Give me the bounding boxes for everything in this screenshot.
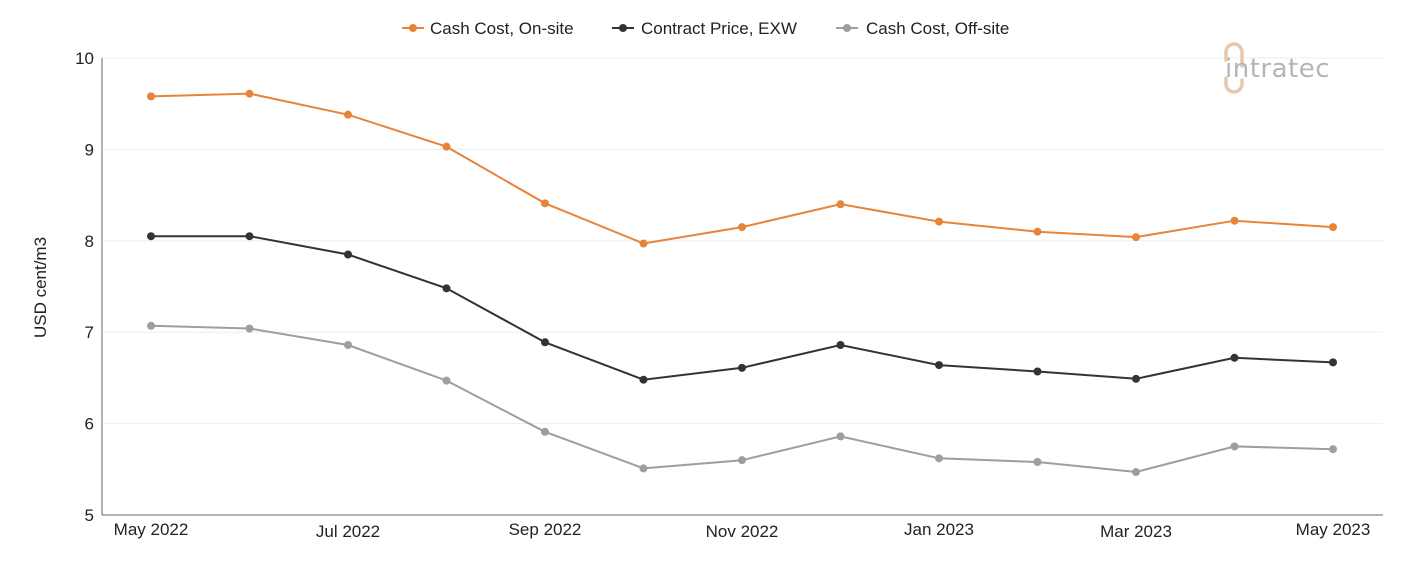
data-point[interactable] [1132,374,1140,383]
data-point[interactable] [541,427,549,436]
legend-swatch-marker [619,24,627,32]
y-tick-label: 10 [75,49,94,68]
x-tick-label: Mar 2023 [1100,522,1172,541]
y-tick-label: 9 [85,140,94,159]
data-point[interactable] [836,200,845,209]
data-point[interactable] [639,239,648,248]
data-point[interactable] [1132,468,1140,477]
data-point[interactable] [442,376,451,385]
intratec-logo: intratec [1224,42,1330,94]
legend-swatch-marker [843,24,851,32]
legend-swatch-marker [409,24,417,32]
x-tick-label: Nov 2022 [706,522,779,541]
data-point[interactable] [935,361,943,370]
data-point[interactable] [738,456,746,465]
data-point[interactable] [836,432,845,441]
data-point[interactable] [639,464,648,473]
data-point[interactable] [245,232,254,241]
data-point[interactable] [1230,442,1239,451]
y-axis-title: USD cent/m3 [31,237,50,338]
x-tick-label: Jul 2022 [316,522,380,541]
x-tick-label: May 2022 [114,520,189,539]
data-point[interactable] [1329,223,1337,232]
y-tick-label: 5 [85,506,94,525]
series-line [151,235,1334,381]
data-point[interactable] [1033,367,1042,376]
x-tick-label: Sep 2022 [509,520,582,539]
y-tick-label: 8 [85,232,94,251]
data-point[interactable] [1329,445,1337,454]
series-cash-cost-off-site [147,321,1337,477]
data-point[interactable] [836,340,845,349]
data-point[interactable] [1132,233,1140,242]
series-contract-price-exw [147,232,1337,384]
data-point[interactable] [541,199,549,208]
y-tick-label: 7 [85,323,94,342]
data-point[interactable] [344,340,352,349]
legend[interactable]: Cash Cost, On-site Contract Price, EXW Cas… [402,19,1009,38]
data-point[interactable] [442,284,451,293]
series-line [150,92,1334,245]
legend-label: Contract Price, EXW [641,19,797,38]
legend-item[interactable]: Contract Price, EXW [612,19,797,38]
data-point[interactable] [245,324,254,333]
series-cash-cost-on-site [147,89,1337,248]
logo-wordmark: intratec [1225,54,1330,84]
series-group [147,89,1337,477]
data-point[interactable] [245,89,254,98]
logo-mark-icon [1224,42,1244,68]
data-point[interactable] [738,223,746,232]
data-point[interactable] [935,217,943,226]
data-point[interactable] [1033,457,1042,466]
data-point[interactable] [147,92,155,101]
legend-item[interactable]: Cash Cost, On-site [402,19,574,38]
data-point[interactable] [935,454,943,463]
data-point[interactable] [1329,358,1337,367]
axes [101,58,1383,516]
data-point[interactable] [147,321,155,330]
gridlines [102,57,1383,425]
y-tick-label: 6 [85,415,94,434]
legend-label: Cash Cost, Off-site [866,19,1009,38]
data-point[interactable] [639,375,648,384]
data-point[interactable] [1033,227,1042,236]
data-point[interactable] [1230,353,1239,362]
data-point[interactable] [442,142,451,151]
data-point[interactable] [738,363,746,372]
data-point[interactable] [344,250,352,259]
data-point[interactable] [541,338,549,347]
legend-label: Cash Cost, On-site [430,19,574,38]
logo-mark-lower-icon [1224,76,1244,94]
y-tick-labels: 5 6 7 8 9 10 [75,49,94,525]
x-tick-labels: May 2022 Jul 2022 Sep 2022 Nov 2022 Jan 2023… [114,520,1371,541]
x-tick-label: May 2023 [1296,520,1371,539]
data-point[interactable] [147,232,155,241]
data-point[interactable] [1230,216,1239,225]
data-point[interactable] [344,110,352,119]
x-tick-label: Jan 2023 [904,520,974,539]
series-line [150,324,1334,474]
legend-item[interactable]: Cash Cost, Off-site [836,19,1009,38]
